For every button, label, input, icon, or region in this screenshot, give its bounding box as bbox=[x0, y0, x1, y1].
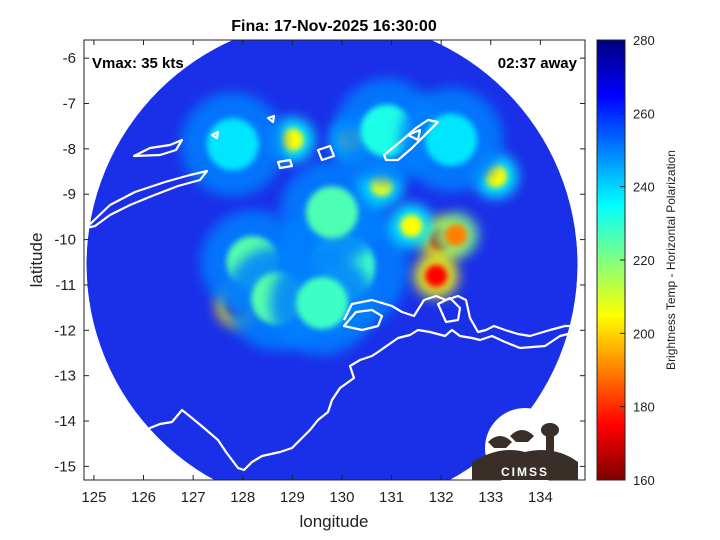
y-tick-label: -11 bbox=[55, 277, 76, 294]
x-tick-label: 128 bbox=[230, 489, 255, 506]
y-axis-ticks: -6 -7 -8 -9 -10 -11 -12 -13 -14 -15 bbox=[54, 50, 585, 475]
feature-cell-nw-2 bbox=[206, 118, 259, 171]
coast-island-n4 bbox=[316, 144, 336, 162]
feature-cell-nw bbox=[281, 128, 304, 151]
x-axis-label: longitude bbox=[299, 512, 368, 531]
y-tick-label: -10 bbox=[54, 232, 76, 249]
x-tick-label: 125 bbox=[81, 489, 106, 506]
colorbar-tick-label: 160 bbox=[633, 473, 655, 488]
x-tick-label: 127 bbox=[181, 489, 206, 506]
x-tick-label: 126 bbox=[131, 489, 156, 506]
cimss-logo: CIMSS bbox=[472, 408, 578, 488]
coast-timor-north bbox=[84, 169, 209, 230]
coastlines bbox=[84, 40, 585, 478]
coast-australia bbox=[85, 294, 585, 472]
colorbar: 160 180 200 220 240 260 280 Brightness Temp - … bbox=[596, 33, 678, 488]
x-tick-label: 134 bbox=[528, 489, 553, 506]
coast-island-nne bbox=[488, 40, 504, 62]
chart-title: Fina: 17-Nov-2025 16:30:00 bbox=[231, 18, 437, 35]
logo-tower-top bbox=[541, 423, 559, 437]
coast-melville bbox=[342, 308, 384, 332]
y-tick-label: -13 bbox=[54, 368, 76, 385]
x-tick-label: 132 bbox=[429, 489, 454, 506]
feature-cell-ring-e bbox=[400, 214, 423, 238]
feature-convection-east-2 bbox=[425, 264, 448, 287]
coast-bay bbox=[436, 296, 462, 324]
feature-band-s bbox=[296, 277, 349, 330]
logo-text: CIMSS bbox=[501, 465, 549, 479]
feature-convection-east-3 bbox=[444, 223, 468, 247]
logo-dish-2 bbox=[510, 430, 534, 442]
colorbar-tick-label: 280 bbox=[633, 33, 655, 48]
coast-island-n3 bbox=[276, 158, 294, 170]
colorbar-tick-label: 180 bbox=[633, 400, 655, 415]
coast-island-n1 bbox=[210, 130, 220, 140]
colorbar-label: Brightness Temp - Horizontal Polarizatio… bbox=[664, 150, 678, 370]
x-tick-label: 130 bbox=[329, 489, 354, 506]
colorbar-tick-label: 220 bbox=[633, 253, 655, 268]
coast-island-nw bbox=[132, 138, 184, 158]
y-tick-label: -7 bbox=[63, 96, 76, 113]
logo-dish-1 bbox=[488, 436, 512, 448]
coast-west-edge bbox=[84, 158, 102, 172]
logo-tower bbox=[546, 430, 554, 460]
x-tick-label: 131 bbox=[379, 489, 404, 506]
y-tick-label: -9 bbox=[63, 186, 76, 203]
colorbar-ticks: 160 180 200 220 240 260 280 bbox=[620, 33, 655, 488]
coast-island-n2 bbox=[266, 114, 276, 124]
x-axis-ticks: 125 126 127 128 129 130 131 132 133 134 bbox=[81, 40, 553, 506]
colorbar-tick-label: 200 bbox=[633, 326, 655, 341]
colorbar-tick-label: 260 bbox=[633, 106, 655, 121]
swath-imagery bbox=[84, 40, 585, 480]
y-tick-label: -15 bbox=[54, 458, 76, 475]
y-tick-label: -12 bbox=[54, 322, 76, 339]
y-axis-label: latitude bbox=[27, 233, 46, 288]
x-tick-label: 129 bbox=[280, 489, 305, 506]
axes-frame bbox=[83, 39, 586, 481]
feature-ring-north bbox=[305, 186, 359, 239]
vmax-annotation: Vmax: 35 kts bbox=[92, 55, 184, 72]
y-tick-label: -6 bbox=[63, 50, 76, 67]
y-tick-label: -14 bbox=[54, 413, 76, 430]
coast-island-ne3 bbox=[538, 42, 584, 108]
x-tick-label: 133 bbox=[478, 489, 503, 506]
brightness-features bbox=[180, 78, 518, 356]
time-away-annotation: 02:37 away bbox=[498, 55, 578, 72]
y-tick-label: -8 bbox=[63, 141, 76, 158]
feature-cell-ne-2 bbox=[425, 113, 478, 166]
coast-sw-bits bbox=[85, 462, 110, 478]
colorbar-tick-label: 240 bbox=[633, 180, 655, 195]
coast-island-ne2 bbox=[406, 128, 422, 142]
